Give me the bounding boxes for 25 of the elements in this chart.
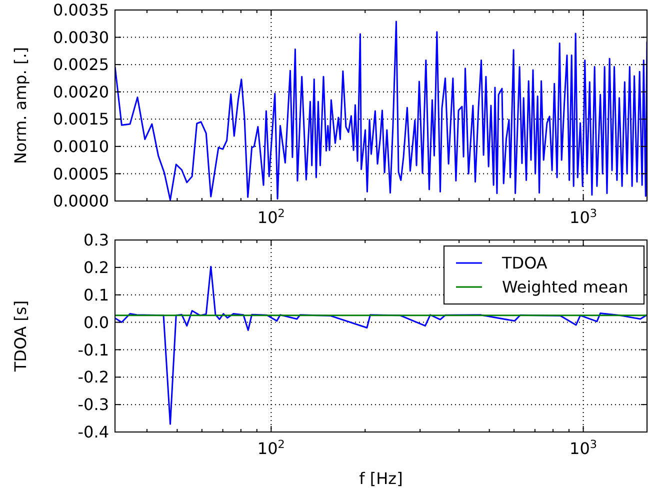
legend-label: Weighted mean: [502, 278, 628, 297]
y-tick-label: -0.2: [78, 368, 109, 387]
x-axis-title: f [Hz]: [359, 469, 403, 488]
y-tick-label: -0.1: [78, 340, 109, 360]
x-tick-label: 10$^{2}$: [257, 206, 285, 227]
y-tick-label: 0.0035: [53, 0, 109, 20]
y-tick-label: -0.4: [78, 422, 109, 442]
y-tick-label: 0.0: [84, 312, 109, 332]
y-tick-label: 0.0010: [53, 137, 109, 156]
y-axis-title: TDOA [s]: [11, 300, 30, 373]
legend-label: TDOA: [501, 254, 548, 273]
y-tick-label: 0.0030: [53, 28, 109, 47]
y-tick-label: 0.0000: [53, 192, 109, 211]
y-tick-label: -0.3: [78, 395, 109, 414]
y-tick-label: 0.0015: [53, 110, 109, 129]
y-axis-title: Norm. amp. [.]: [11, 46, 30, 164]
x-tick-label: 10$^{3}$: [570, 438, 598, 458]
x-tick-label: 10$^{3}$: [570, 206, 598, 227]
y-tick-label: 0.0020: [53, 82, 109, 102]
y-tick-label: 0.1: [84, 285, 109, 304]
x-tick-label: 10$^{2}$: [257, 438, 285, 458]
y-tick-label: 0.2: [84, 258, 109, 278]
y-tick-label: 0.3: [84, 230, 109, 250]
y-tick-label: 0.0005: [53, 164, 109, 184]
y-tick-label: 0.0025: [53, 55, 109, 74]
